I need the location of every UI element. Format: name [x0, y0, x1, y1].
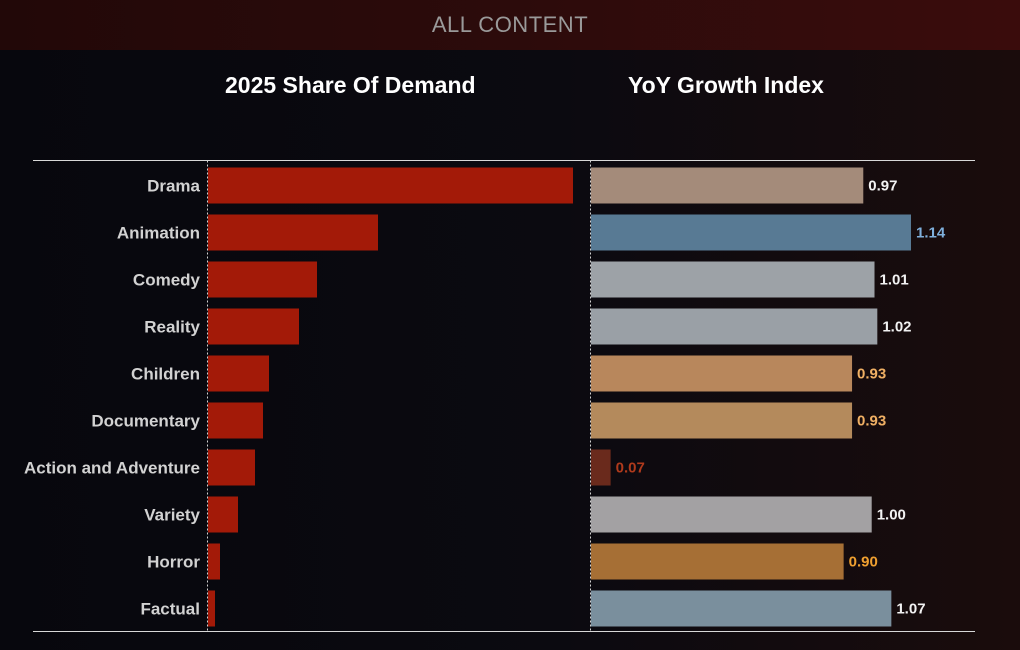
- share-bar-documentary: [208, 402, 263, 439]
- growth-bar-action-and-adventure: [591, 449, 611, 486]
- share-chart-title: 2025 Share Of Demand: [225, 72, 476, 98]
- growth-bar-comedy: [591, 261, 875, 298]
- category-label-factual: Factual: [140, 600, 200, 619]
- category-label-animation: Animation: [117, 224, 200, 243]
- growth-value-comedy: 1.01: [880, 272, 909, 289]
- growth-value-variety: 1.00: [877, 507, 906, 524]
- share-bar-animation: [208, 214, 378, 251]
- growth-value-horror: 0.90: [849, 554, 878, 571]
- category-label-children: Children: [131, 365, 200, 384]
- growth-bar-animation: [591, 214, 911, 251]
- category-label-reality: Reality: [144, 318, 200, 337]
- growth-value-drama: 0.97: [868, 178, 897, 195]
- growth-value-reality: 1.02: [882, 319, 911, 336]
- category-label-drama: Drama: [147, 177, 200, 196]
- growth-bar-factual: [591, 590, 892, 627]
- category-label-variety: Variety: [144, 506, 200, 525]
- growth-bar-variety: [591, 496, 872, 533]
- share-bar-variety: [208, 496, 238, 533]
- growth-value-documentary: 0.93: [857, 413, 886, 430]
- growth-chart-title: YoY Growth Index: [628, 72, 824, 98]
- share-bar-factual: [208, 590, 215, 627]
- header-bar: ALL CONTENT: [0, 0, 1020, 50]
- growth-bar-documentary: [591, 402, 853, 439]
- growth-bar-horror: [591, 543, 844, 580]
- share-bar-comedy: [208, 261, 317, 298]
- growth-value-children: 0.93: [857, 366, 886, 383]
- share-bar-action-and-adventure: [208, 449, 255, 486]
- share-bar-reality: [208, 308, 299, 345]
- growth-bar-drama: [591, 167, 864, 204]
- share-bar-horror: [208, 543, 220, 580]
- growth-bar-children: [591, 355, 853, 392]
- category-label-comedy: Comedy: [133, 271, 201, 290]
- header-title: ALL CONTENT: [431, 12, 589, 37]
- category-label-documentary: Documentary: [91, 412, 200, 431]
- growth-value-animation: 1.14: [916, 225, 946, 242]
- growth-value-factual: 1.07: [896, 601, 925, 618]
- category-label-action-and-adventure: Action and Adventure: [24, 459, 200, 478]
- growth-bar-reality: [591, 308, 878, 345]
- share-bar-children: [208, 355, 269, 392]
- share-bar-drama: [208, 167, 573, 204]
- growth-value-action-and-adventure: 0.07: [616, 460, 645, 477]
- category-label-horror: Horror: [147, 553, 200, 572]
